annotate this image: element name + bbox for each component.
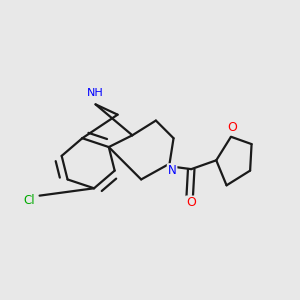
Text: O: O xyxy=(227,122,237,134)
Text: Cl: Cl xyxy=(23,194,35,207)
Text: O: O xyxy=(186,196,196,209)
Text: N: N xyxy=(168,164,176,177)
Text: NH: NH xyxy=(87,88,104,98)
